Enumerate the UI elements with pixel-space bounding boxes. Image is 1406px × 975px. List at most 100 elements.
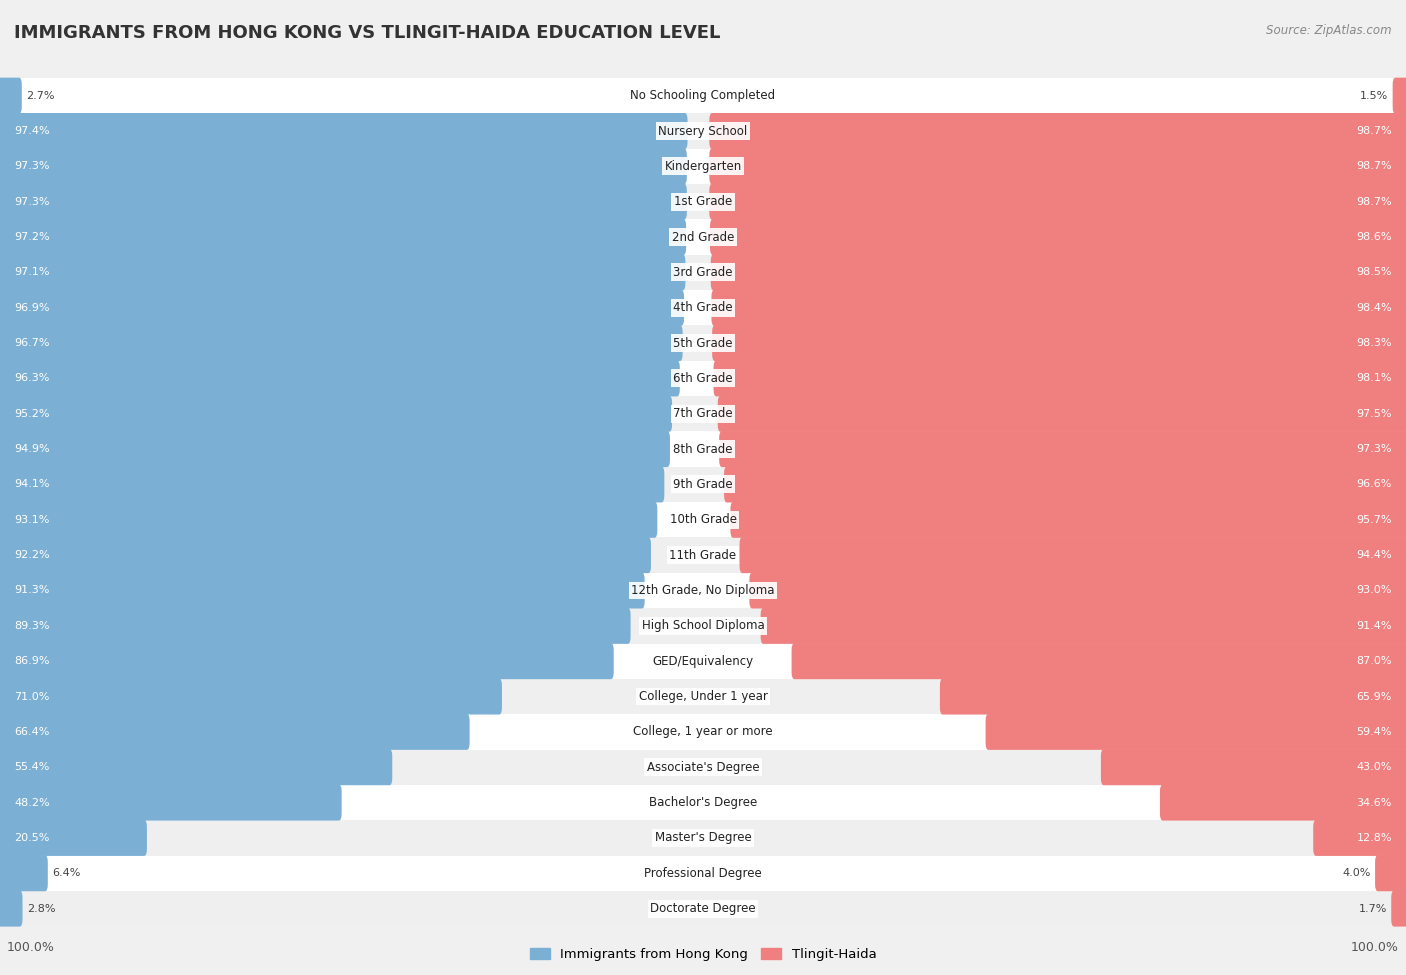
Text: 98.6%: 98.6% bbox=[1357, 232, 1392, 242]
Text: 89.3%: 89.3% bbox=[14, 621, 49, 631]
Text: 100.0%: 100.0% bbox=[7, 941, 55, 954]
Text: 3rd Grade: 3rd Grade bbox=[673, 266, 733, 279]
Text: 6th Grade: 6th Grade bbox=[673, 371, 733, 385]
Text: 10th Grade: 10th Grade bbox=[669, 513, 737, 526]
Text: GED/Equivalency: GED/Equivalency bbox=[652, 654, 754, 668]
Bar bbox=[0, 820, 1406, 856]
Bar bbox=[0, 113, 1406, 148]
Bar bbox=[0, 184, 1406, 219]
FancyBboxPatch shape bbox=[0, 148, 686, 184]
Legend: Immigrants from Hong Kong, Tlingit-Haida: Immigrants from Hong Kong, Tlingit-Haida bbox=[524, 942, 882, 966]
Text: 93.0%: 93.0% bbox=[1357, 585, 1392, 596]
Bar bbox=[0, 750, 1406, 785]
Bar bbox=[0, 608, 1406, 644]
FancyBboxPatch shape bbox=[0, 855, 48, 891]
Text: 98.7%: 98.7% bbox=[1357, 197, 1392, 207]
FancyBboxPatch shape bbox=[0, 183, 686, 219]
Text: Bachelor's Degree: Bachelor's Degree bbox=[650, 796, 756, 809]
Text: Doctorate Degree: Doctorate Degree bbox=[650, 902, 756, 916]
FancyBboxPatch shape bbox=[0, 396, 672, 432]
FancyBboxPatch shape bbox=[1101, 749, 1406, 785]
Bar bbox=[0, 396, 1406, 431]
FancyBboxPatch shape bbox=[710, 254, 1406, 291]
FancyBboxPatch shape bbox=[0, 219, 686, 255]
Text: 55.4%: 55.4% bbox=[14, 762, 49, 772]
FancyBboxPatch shape bbox=[1392, 890, 1406, 926]
Text: 98.3%: 98.3% bbox=[1357, 338, 1392, 348]
Text: 98.5%: 98.5% bbox=[1357, 267, 1392, 278]
FancyBboxPatch shape bbox=[0, 644, 614, 680]
FancyBboxPatch shape bbox=[718, 396, 1406, 432]
Text: 59.4%: 59.4% bbox=[1357, 726, 1392, 737]
Text: 97.1%: 97.1% bbox=[14, 267, 49, 278]
FancyBboxPatch shape bbox=[1313, 820, 1406, 856]
FancyBboxPatch shape bbox=[0, 785, 342, 821]
FancyBboxPatch shape bbox=[792, 644, 1406, 680]
FancyBboxPatch shape bbox=[0, 325, 683, 361]
FancyBboxPatch shape bbox=[0, 820, 148, 856]
FancyBboxPatch shape bbox=[0, 78, 22, 114]
Text: 98.7%: 98.7% bbox=[1357, 126, 1392, 137]
Text: 48.2%: 48.2% bbox=[14, 798, 49, 807]
Bar bbox=[0, 573, 1406, 608]
Text: 12th Grade, No Diploma: 12th Grade, No Diploma bbox=[631, 584, 775, 597]
Text: IMMIGRANTS FROM HONG KONG VS TLINGIT-HAIDA EDUCATION LEVEL: IMMIGRANTS FROM HONG KONG VS TLINGIT-HAI… bbox=[14, 24, 720, 42]
Text: 5th Grade: 5th Grade bbox=[673, 336, 733, 350]
FancyBboxPatch shape bbox=[0, 890, 22, 926]
Text: 6.4%: 6.4% bbox=[52, 868, 80, 878]
Bar bbox=[0, 361, 1406, 396]
Text: 97.3%: 97.3% bbox=[1357, 444, 1392, 454]
Text: 94.1%: 94.1% bbox=[14, 480, 49, 489]
Text: 92.2%: 92.2% bbox=[14, 550, 49, 561]
FancyBboxPatch shape bbox=[0, 431, 671, 467]
FancyBboxPatch shape bbox=[1375, 855, 1406, 891]
Bar bbox=[0, 891, 1406, 926]
FancyBboxPatch shape bbox=[939, 679, 1406, 715]
Bar bbox=[0, 714, 1406, 750]
Text: 96.3%: 96.3% bbox=[14, 373, 49, 383]
Bar bbox=[0, 502, 1406, 537]
Text: 87.0%: 87.0% bbox=[1357, 656, 1392, 666]
FancyBboxPatch shape bbox=[0, 749, 392, 785]
Text: 34.6%: 34.6% bbox=[1357, 798, 1392, 807]
Text: 71.0%: 71.0% bbox=[14, 691, 49, 702]
FancyBboxPatch shape bbox=[710, 148, 1406, 184]
FancyBboxPatch shape bbox=[710, 183, 1406, 219]
FancyBboxPatch shape bbox=[0, 679, 502, 715]
Text: 96.6%: 96.6% bbox=[1357, 480, 1392, 489]
FancyBboxPatch shape bbox=[0, 290, 685, 326]
Bar bbox=[0, 148, 1406, 184]
Text: 97.4%: 97.4% bbox=[14, 126, 49, 137]
Text: 1.5%: 1.5% bbox=[1360, 91, 1389, 100]
Text: High School Diploma: High School Diploma bbox=[641, 619, 765, 633]
FancyBboxPatch shape bbox=[0, 607, 630, 644]
FancyBboxPatch shape bbox=[749, 572, 1406, 608]
FancyBboxPatch shape bbox=[761, 607, 1406, 644]
Text: College, Under 1 year: College, Under 1 year bbox=[638, 690, 768, 703]
Text: 97.5%: 97.5% bbox=[1357, 409, 1392, 419]
FancyBboxPatch shape bbox=[714, 361, 1406, 397]
Text: 12.8%: 12.8% bbox=[1357, 833, 1392, 843]
Text: Associate's Degree: Associate's Degree bbox=[647, 760, 759, 774]
Text: 97.2%: 97.2% bbox=[14, 232, 49, 242]
Text: 66.4%: 66.4% bbox=[14, 726, 49, 737]
Text: 2.7%: 2.7% bbox=[27, 91, 55, 100]
Bar bbox=[0, 431, 1406, 467]
Bar bbox=[0, 254, 1406, 291]
Text: 43.0%: 43.0% bbox=[1357, 762, 1392, 772]
Text: 7th Grade: 7th Grade bbox=[673, 408, 733, 420]
Text: 1.7%: 1.7% bbox=[1358, 904, 1388, 914]
Text: 20.5%: 20.5% bbox=[14, 833, 49, 843]
Text: 94.4%: 94.4% bbox=[1357, 550, 1392, 561]
Text: 94.9%: 94.9% bbox=[14, 444, 49, 454]
Text: 95.2%: 95.2% bbox=[14, 409, 49, 419]
Text: 4th Grade: 4th Grade bbox=[673, 301, 733, 314]
FancyBboxPatch shape bbox=[711, 290, 1406, 326]
Text: Nursery School: Nursery School bbox=[658, 125, 748, 137]
Text: 65.9%: 65.9% bbox=[1357, 691, 1392, 702]
Text: 4.0%: 4.0% bbox=[1343, 868, 1371, 878]
FancyBboxPatch shape bbox=[713, 325, 1406, 361]
FancyBboxPatch shape bbox=[0, 572, 644, 608]
Bar bbox=[0, 679, 1406, 714]
FancyBboxPatch shape bbox=[986, 714, 1406, 750]
